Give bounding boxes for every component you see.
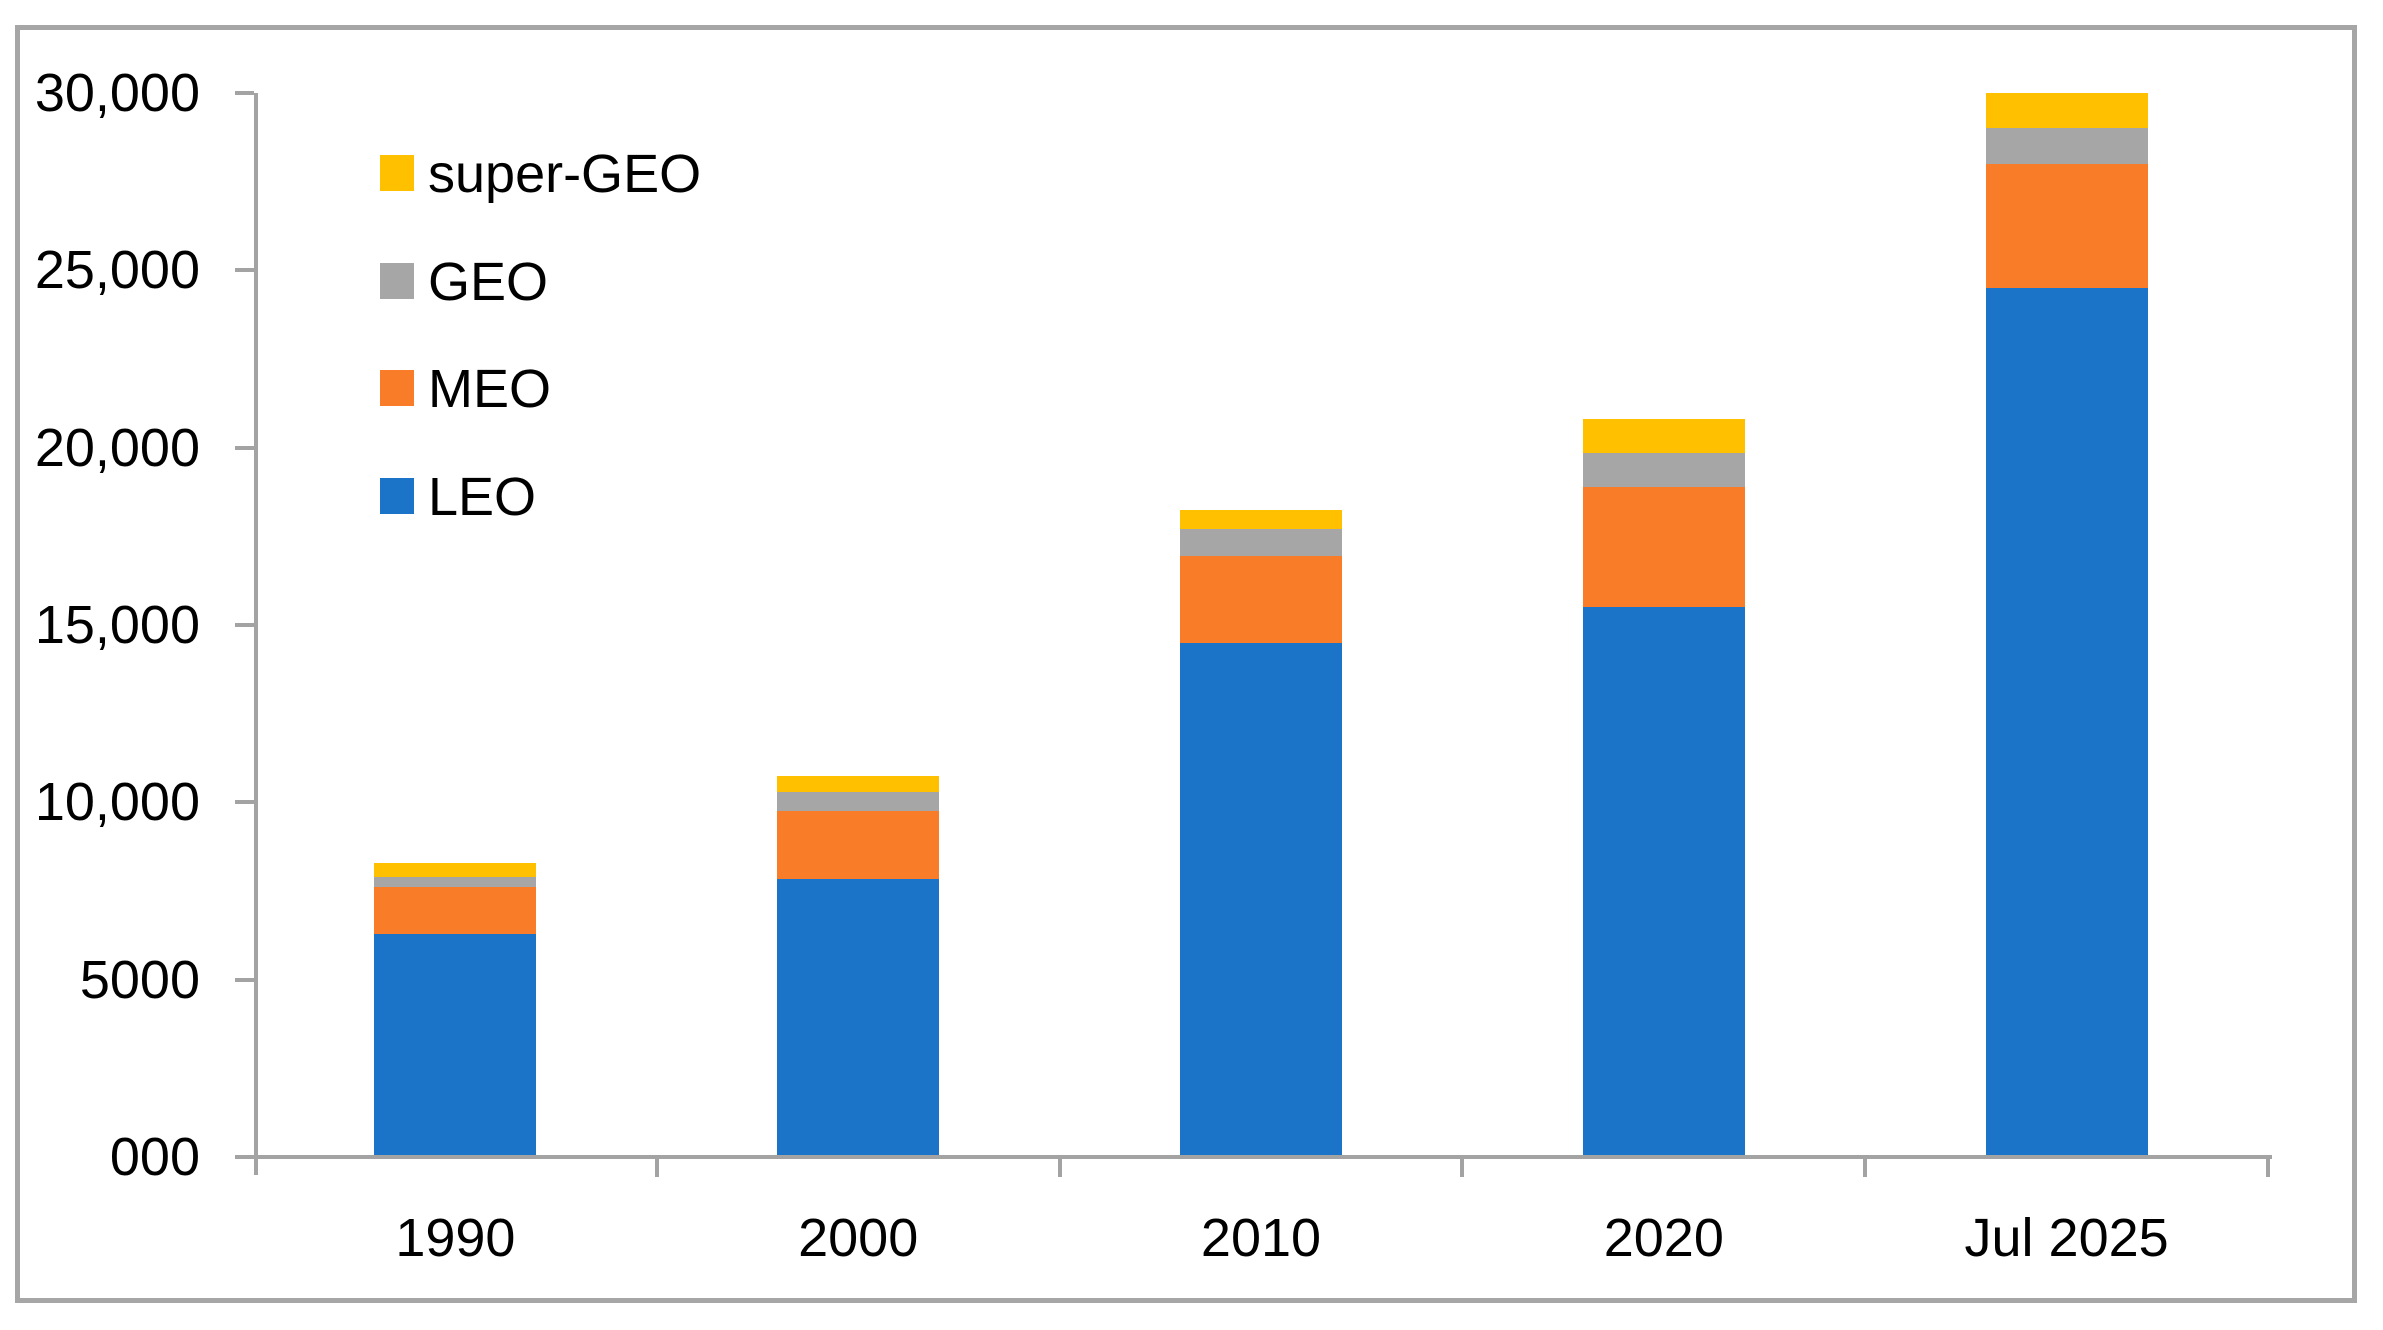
bar-segment-MEO-2020 [1582,486,1745,608]
x-axis-tick [1460,1159,1465,1177]
x-axis-line [254,1155,2272,1159]
bar-segment-super-GEO-1990 [374,862,537,877]
y-axis-line [254,93,258,1175]
bar-segment-LEO-1990 [374,933,537,1157]
legend-swatch-super-GEO [380,155,414,191]
y-axis-tick [235,1155,254,1159]
y-axis-label: 15,000 [34,595,200,655]
bar-segment-super-GEO-2010 [1180,509,1342,530]
bar-segment-super-GEO-Jul 2025 [1985,93,2148,129]
x-axis-tick [2266,1159,2270,1177]
legend-swatch-GEO [380,262,414,299]
bar-segment-GEO-2010 [1180,529,1342,556]
bar-segment-GEO-1990 [374,876,537,888]
x-axis-label-2010: 2010 [1200,1208,1322,1268]
legend-label-LEO: LEO [428,466,537,527]
bar-segment-MEO-2010 [1180,555,1342,643]
bar-segment-LEO-Jul 2025 [1985,288,2148,1157]
y-axis-label: 20,000 [34,417,200,478]
x-axis-label-1990: 1990 [395,1208,516,1268]
y-axis-tick [235,268,254,273]
x-axis-tick [654,1159,659,1177]
y-axis-tick [235,977,254,982]
bar-segment-LEO-2000 [777,878,940,1157]
y-axis-label: 25,000 [34,240,200,301]
y-axis-tick [235,623,254,627]
x-axis-tick [1057,1159,1062,1177]
bar-segment-super-GEO-2000 [777,775,940,792]
y-axis-label: 5000 [79,949,200,1010]
legend-label-super-GEO: super-GEO [428,144,702,204]
y-axis-label: 000 [109,1127,200,1187]
y-axis-tick [235,800,254,805]
legend-swatch-LEO [380,477,414,514]
bar-segment-GEO-Jul 2025 [1985,128,2148,164]
bar-segment-MEO-1990 [374,887,537,934]
y-axis-tick [235,445,254,450]
legend-swatch-MEO [380,370,414,406]
x-axis-label-Jul 2025: Jul 2025 [1964,1208,2169,1268]
legend-label-MEO: MEO [428,359,552,419]
x-axis-tick [1863,1159,1868,1177]
bar-segment-MEO-2000 [777,811,940,879]
y-axis-tick [235,91,254,95]
x-axis-label-2020: 2020 [1603,1208,1724,1268]
x-axis-label-2000: 2000 [798,1208,919,1268]
bar-segment-super-GEO-2020 [1582,419,1745,453]
y-axis-label: 30,000 [34,63,200,123]
bar-segment-GEO-2020 [1582,452,1745,487]
bar-segment-LEO-2010 [1180,642,1342,1157]
legend-label-GEO: GEO [428,251,549,312]
bar-segment-LEO-2020 [1582,607,1745,1157]
y-axis-label: 10,000 [34,772,200,833]
bar-segment-MEO-Jul 2025 [1985,163,2148,289]
bar-segment-GEO-2000 [777,791,940,812]
